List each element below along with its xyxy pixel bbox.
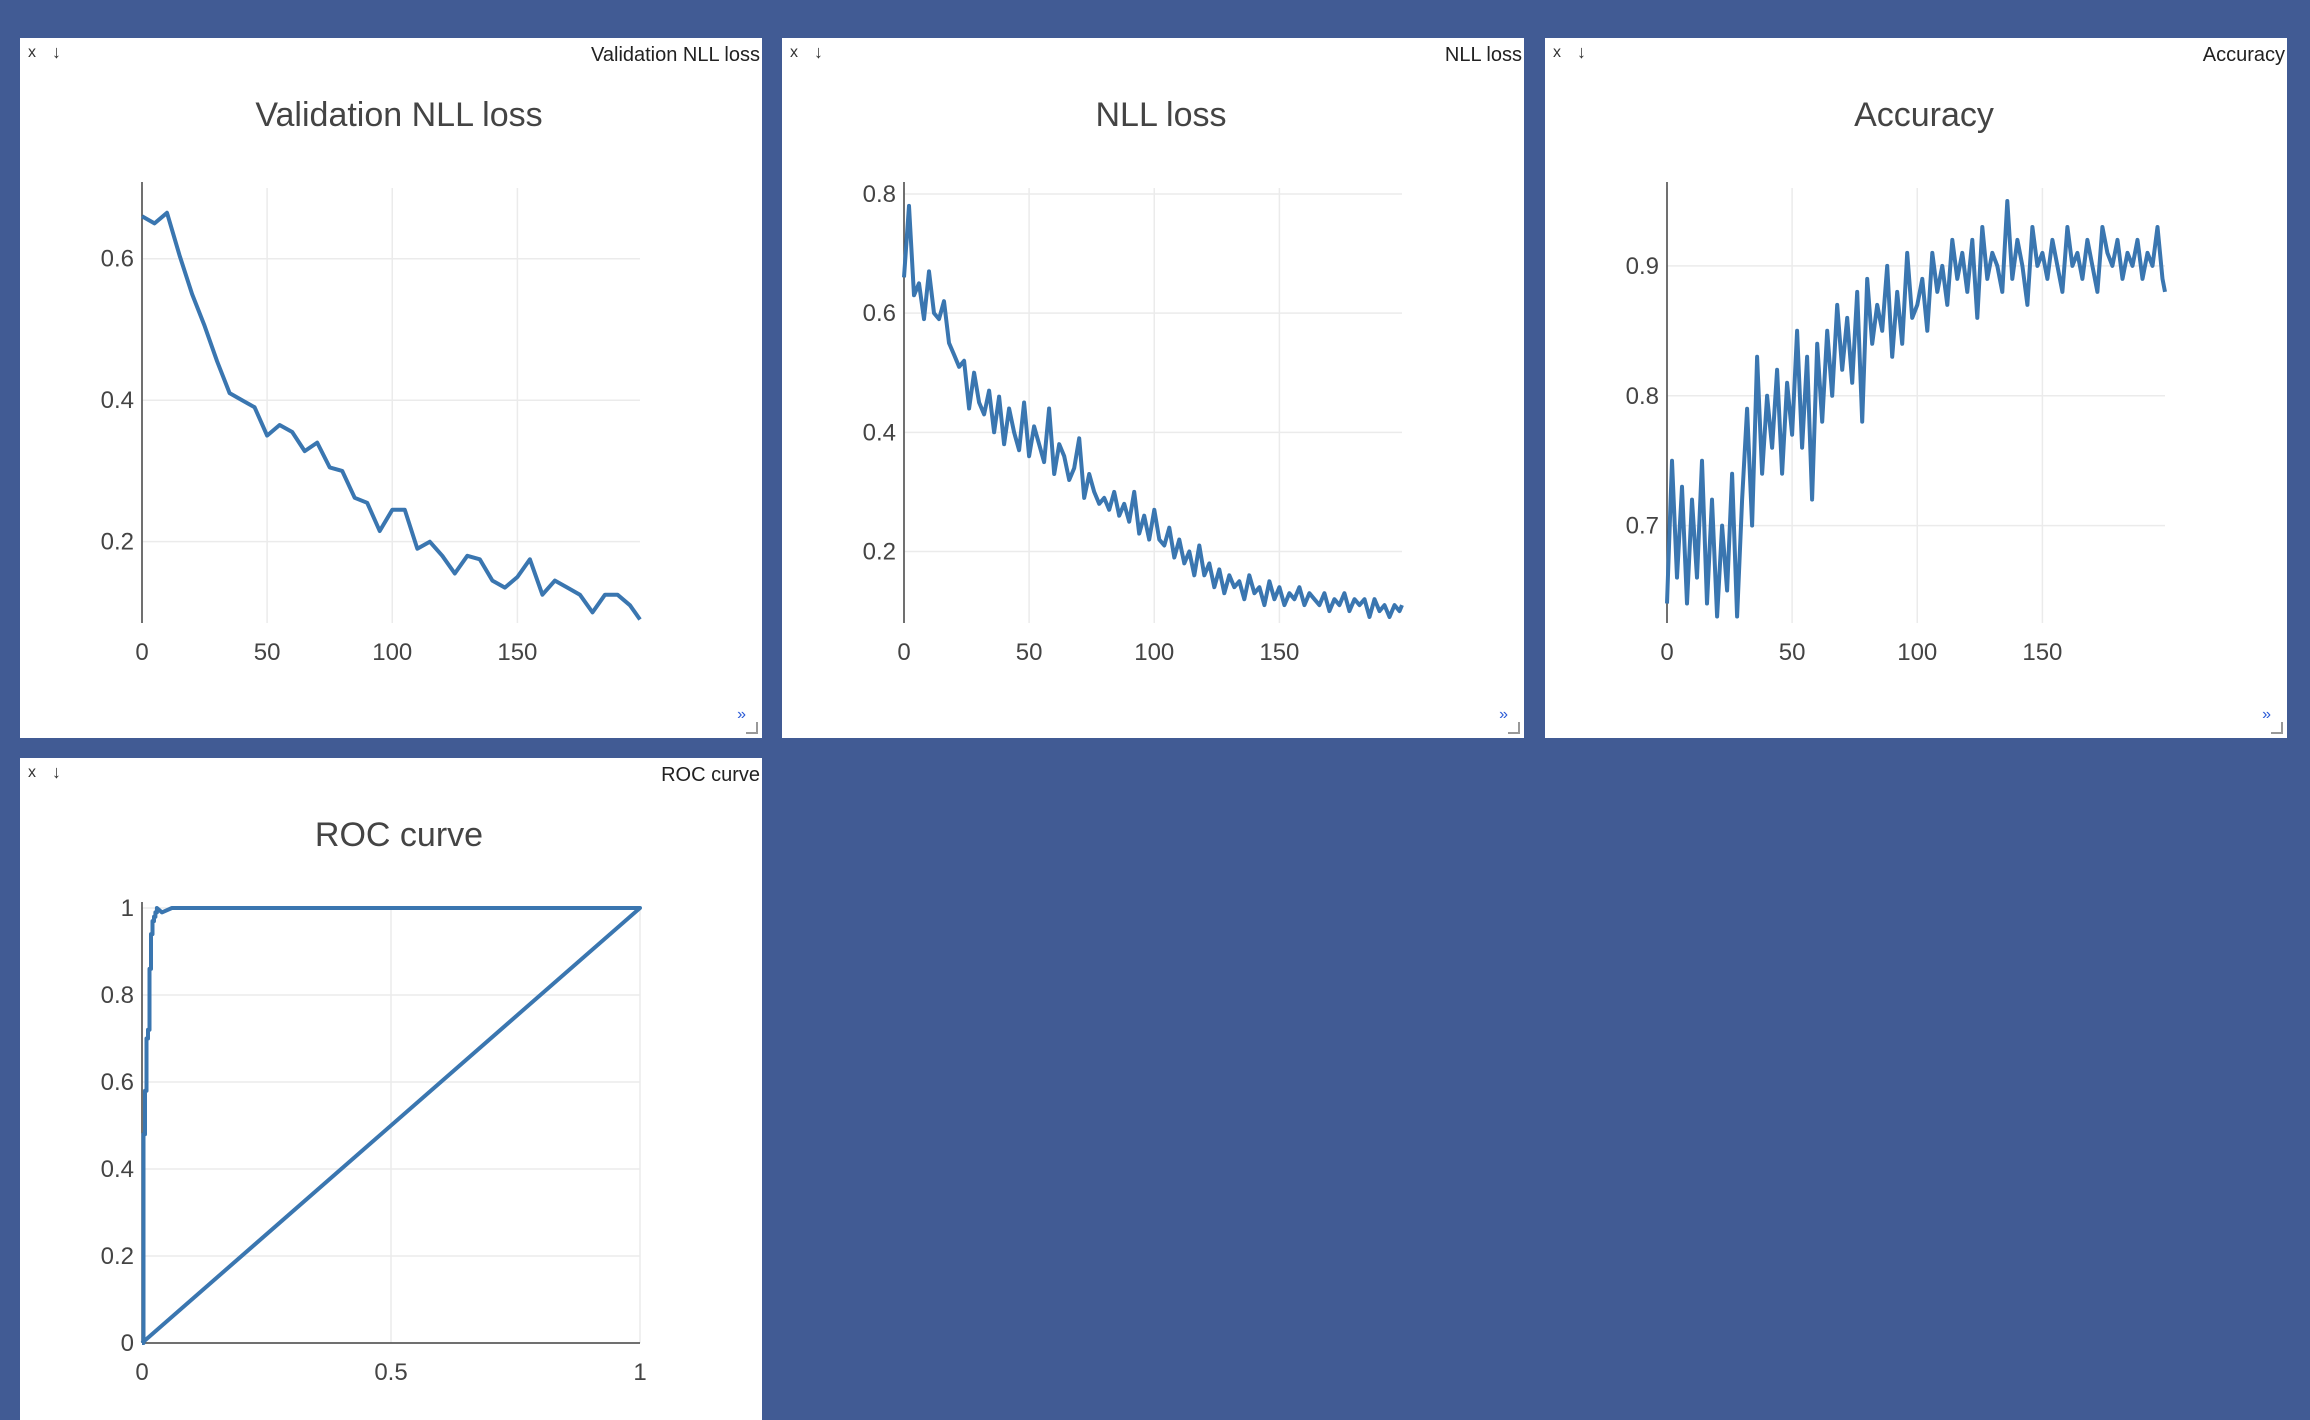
pane-title-bar[interactable]: x ↓ NLL loss <box>782 38 1524 68</box>
line-chart[interactable]: NLL loss 0.2 0.4 0.6 0.8 0 50 100 150 <box>782 38 1524 738</box>
y-tick-label: 0.8 <box>1626 383 1659 410</box>
download-icon[interactable]: ↓ <box>52 42 61 62</box>
x-tick-label: 50 <box>254 639 281 666</box>
y-tick-label: 0.4 <box>101 1156 134 1183</box>
series-line <box>902 203 1404 619</box>
pane-title-bar[interactable]: x ↓ ROC curve <box>20 758 762 788</box>
line-chart[interactable]: ROC curve 0 0.2 0.4 0.6 0.8 1 0 0.5 1 <box>20 758 762 1420</box>
y-tick-label: 1 <box>121 895 134 922</box>
resize-handle[interactable] <box>746 722 758 734</box>
pane-label: Accuracy <box>2202 44 2285 66</box>
x-tick-label: 50 <box>1779 639 1806 666</box>
y-tick-label: 0.2 <box>863 538 896 565</box>
x-tick-label: 150 <box>2022 639 2062 666</box>
y-tick-label: 0.6 <box>101 1069 134 1096</box>
x-tick-label: 0 <box>897 639 910 666</box>
download-icon[interactable]: ↓ <box>52 762 61 782</box>
chart-title: NLL loss <box>1095 96 1226 134</box>
y-tick-label: 0 <box>121 1330 134 1357</box>
y-tick-label: 0.8 <box>101 982 134 1009</box>
series-line <box>140 906 642 1345</box>
download-icon[interactable]: ↓ <box>814 42 823 62</box>
expand-icon[interactable]: » <box>2262 706 2271 723</box>
expand-icon[interactable]: » <box>1499 706 1508 723</box>
x-tick-label: 100 <box>372 639 412 666</box>
chart-title: Validation NLL loss <box>255 96 542 134</box>
plot-pane-roc-curve: x ↓ ROC curve ROC curve 0 0.2 0.4 0.6 0.8 1 0 0.… <box>20 758 762 1420</box>
chart-title: ROC curve <box>315 816 483 854</box>
pane-label: NLL loss <box>1444 44 1522 66</box>
pane-title-bar[interactable]: x ↓ Validation NLL loss <box>20 38 762 68</box>
x-tick-label: 100 <box>1897 639 1937 666</box>
x-tick-label: 150 <box>1259 639 1299 666</box>
series-line <box>141 210 642 621</box>
y-tick-label: 0.2 <box>101 1243 134 1270</box>
pane-label: Validation NLL loss <box>591 44 760 66</box>
resize-handle[interactable] <box>2271 722 2283 734</box>
x-tick-label: 1 <box>633 1359 646 1386</box>
series-line <box>1665 199 2167 619</box>
close-icon[interactable]: x <box>28 764 36 781</box>
y-tick-label: 0.9 <box>1626 253 1659 280</box>
y-tick-label: 0.4 <box>101 387 134 414</box>
y-tick-label: 0.7 <box>1626 513 1659 540</box>
y-tick-label: 0.6 <box>863 300 896 327</box>
close-icon[interactable]: x <box>790 44 798 61</box>
y-tick-label: 0.8 <box>863 181 896 208</box>
download-icon[interactable]: ↓ <box>1577 42 1586 62</box>
close-icon[interactable]: x <box>1553 44 1561 61</box>
x-tick-label: 100 <box>1134 639 1174 666</box>
close-icon[interactable]: x <box>28 44 36 61</box>
chart-title: Accuracy <box>1854 96 1994 134</box>
plot-pane-accuracy: x ↓ Accuracy Accuracy 0.7 0.8 0.9 0 50 100 150 … <box>1545 38 2287 738</box>
line-chart[interactable]: Validation NLL loss 0.2 0.4 0.6 0 50 100 150 <box>20 38 762 738</box>
x-tick-label: 0 <box>135 639 148 666</box>
resize-handle[interactable] <box>1508 722 1520 734</box>
pane-label: ROC curve <box>661 764 760 786</box>
x-tick-label: 0 <box>135 1359 148 1386</box>
expand-icon[interactable]: » <box>737 706 746 723</box>
y-tick-label: 0.2 <box>101 529 134 556</box>
plot-pane-validation-nll-loss: x ↓ Validation NLL loss Validation NLL l… <box>20 38 762 738</box>
plot-pane-nll-loss: x ↓ NLL loss NLL loss 0.2 0.4 0.6 0.8 0 50 100 1… <box>782 38 1524 738</box>
line-chart[interactable]: Accuracy 0.7 0.8 0.9 0 50 100 150 <box>1545 38 2287 738</box>
pane-title-bar[interactable]: x ↓ Accuracy <box>1545 38 2287 68</box>
y-tick-label: 0.6 <box>101 246 134 273</box>
x-tick-label: 0 <box>1660 639 1673 666</box>
x-tick-label: 150 <box>497 639 537 666</box>
x-tick-label: 50 <box>1016 639 1043 666</box>
x-tick-label: 0.5 <box>374 1359 407 1386</box>
y-tick-label: 0.4 <box>863 419 896 446</box>
